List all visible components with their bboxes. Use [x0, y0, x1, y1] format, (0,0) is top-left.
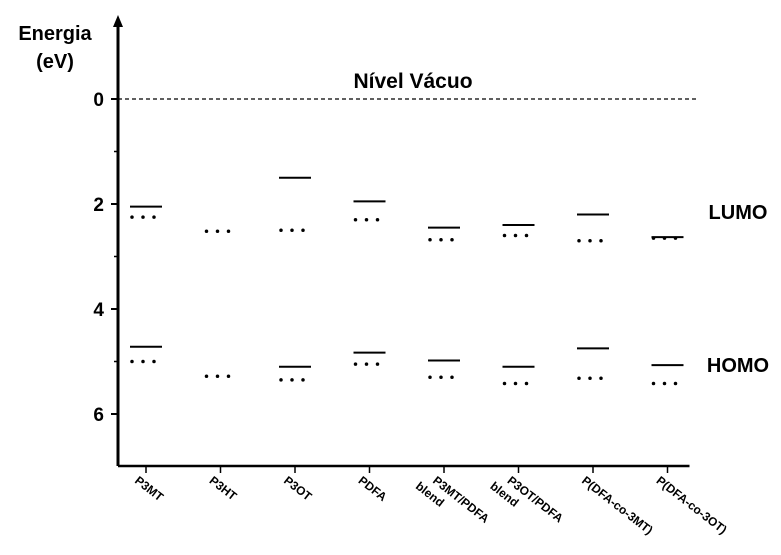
homo-label: HOMO: [707, 355, 769, 377]
y-tick-label: 2: [93, 195, 104, 216]
vacuum-level-label: Nível Vácuo: [353, 70, 472, 93]
y-axis-title-line2: (eV): [36, 51, 74, 73]
y-tick-label: 4: [93, 300, 104, 321]
x-tick-label: P3OT: [281, 473, 315, 504]
x-tick-label-line: P(DFA-co-3MT): [579, 473, 655, 537]
y-axis-arrow: [113, 15, 123, 27]
x-tick-label: P(DFA-co-3OT): [654, 473, 730, 537]
y-axis-title-line1: Energia: [18, 23, 92, 45]
x-tick-label: P3MT/PDFAblend: [413, 467, 492, 538]
data-marks: [130, 176, 684, 386]
x-tick-label-line: P3HT: [207, 473, 240, 503]
y-tick-label: 0: [93, 90, 104, 111]
x-tick-label-line: PDFA: [356, 473, 390, 504]
x-tick-labels: P3MT P3HT P3OT PDFA P3MT/PDFAblend P3OT/PDFAb…: [132, 467, 730, 538]
x-tick-label: P3MT: [132, 473, 166, 504]
lumo-label: LUMO: [709, 202, 768, 224]
x-tick-label-line: P3MT: [132, 473, 166, 504]
x-tick-label: P3OT/PDFAblend: [488, 467, 567, 537]
x-tick-label: P(DFA-co-3MT): [579, 473, 655, 537]
x-tick-label: PDFA: [356, 473, 390, 504]
x-tick-label: P3HT: [207, 473, 240, 503]
x-tick-label-line: P(DFA-co-3OT): [654, 473, 730, 537]
y-tick-label: 6: [93, 405, 104, 426]
y-axis-title: Energia (eV): [18, 23, 92, 73]
axes: 0 2 4 6: [93, 15, 696, 473]
x-tick-label-line: P3OT: [281, 473, 315, 504]
